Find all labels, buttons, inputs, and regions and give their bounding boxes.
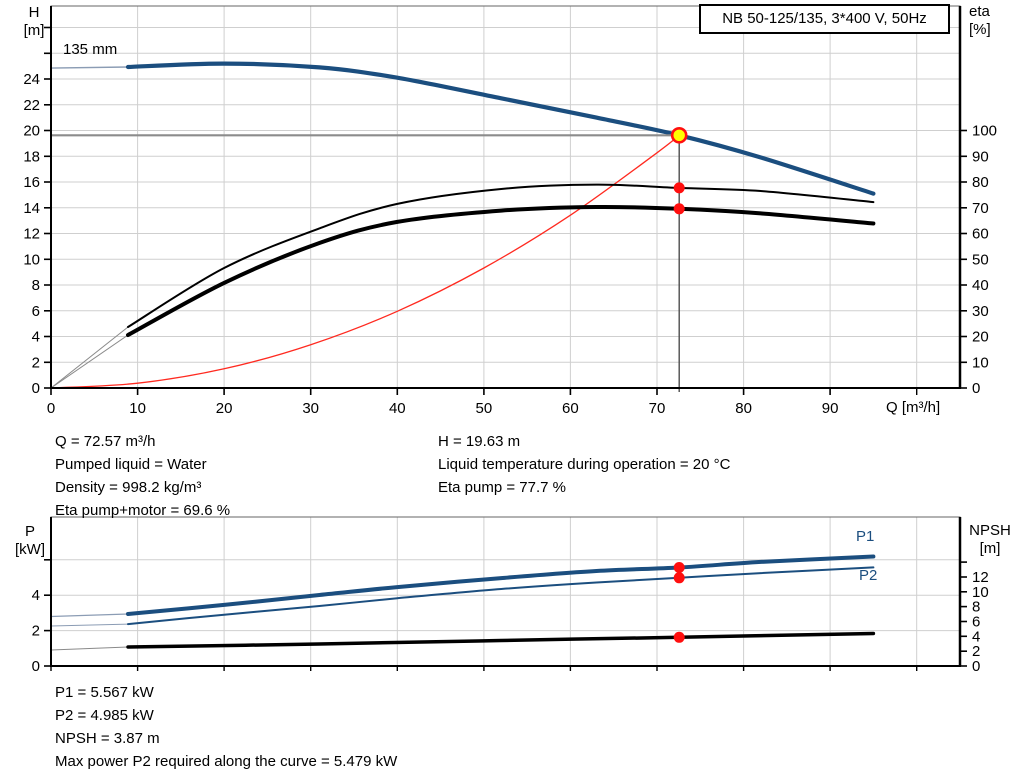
info-line-p2: P2 = 4.985 kW bbox=[55, 707, 154, 724]
tick-label-right: 90 bbox=[972, 148, 989, 165]
duty-dot-marker bbox=[673, 182, 685, 194]
tick-label-bottom: 70 bbox=[649, 400, 666, 417]
tick-label-left: 14 bbox=[23, 200, 40, 217]
duty-dot-marker bbox=[673, 572, 685, 584]
series-p2-extension bbox=[50, 623, 129, 627]
tick-label-right: 8 bbox=[972, 599, 980, 616]
duty-dot-marker bbox=[673, 562, 685, 573]
tick-label-left: 24 bbox=[23, 71, 40, 88]
npsh-axis-unit: [m] bbox=[979, 540, 1001, 557]
tick-label-right: 60 bbox=[972, 226, 989, 243]
tick-label-right: 10 bbox=[972, 584, 989, 601]
duty-dot-marker bbox=[673, 631, 685, 643]
tick-label-left: 12 bbox=[23, 226, 40, 243]
series-eta-pump-extension bbox=[50, 326, 129, 389]
info-line-temperature: Liquid temperature during operation = 20… bbox=[438, 456, 731, 473]
series-p1-curve bbox=[126, 554, 876, 616]
info-line-h: H = 19.63 m bbox=[438, 433, 521, 450]
info-line-p1: P1 = 5.567 kW bbox=[55, 684, 154, 701]
p-axis-unit: [kW] bbox=[15, 541, 45, 558]
upper-chart-hq-eta: 0246810121416182022240102030405060708090… bbox=[23, 5, 997, 417]
tick-label-left: 20 bbox=[23, 123, 40, 140]
tick-label-right: 4 bbox=[972, 628, 980, 645]
tick-label-left: 18 bbox=[23, 148, 40, 165]
duty-info-left-column: Q = 72.57 m³/h Pumped liquid = Water Den… bbox=[55, 430, 230, 522]
p-axis-label: P bbox=[24, 523, 35, 540]
q-axis-label: Q [m³/h] bbox=[886, 399, 941, 416]
tick-label-right: 6 bbox=[972, 614, 980, 631]
tick-label-right: 50 bbox=[972, 251, 989, 268]
tick-label-right: 12 bbox=[972, 569, 989, 586]
tick-label-left: 10 bbox=[23, 251, 40, 268]
p2-curve-label: P2 bbox=[859, 567, 878, 584]
duty-dot-marker bbox=[673, 203, 685, 215]
tick-label-right: 100 bbox=[972, 123, 997, 140]
tick-label-right: 40 bbox=[972, 277, 989, 294]
tick-label-left: 0 bbox=[32, 658, 40, 675]
series-system-curve bbox=[50, 134, 680, 389]
npsh-axis-label: NPSH bbox=[969, 522, 1011, 539]
tick-label-right: 30 bbox=[972, 303, 989, 320]
tick-label-left: 0 bbox=[32, 380, 40, 397]
eta-axis-unit: [%] bbox=[969, 21, 991, 38]
duty-info-right-column: H = 19.63 m Liquid temperature during op… bbox=[438, 430, 730, 499]
series-p1-extension bbox=[50, 613, 129, 618]
series-eta-pump bbox=[127, 183, 875, 328]
tick-label-bottom: 10 bbox=[129, 400, 146, 417]
tick-label-bottom: 80 bbox=[735, 400, 752, 417]
tick-label-right: 20 bbox=[972, 329, 989, 346]
tick-label-left: 4 bbox=[32, 329, 40, 346]
tick-label-bottom: 90 bbox=[822, 400, 839, 417]
tick-label-bottom: 40 bbox=[389, 400, 406, 417]
tick-label-left: 6 bbox=[32, 303, 40, 320]
h-axis-label: H bbox=[28, 4, 40, 21]
duty-point-marker bbox=[670, 127, 688, 144]
info-line-npsh: NPSH = 3.87 m bbox=[55, 730, 160, 747]
tick-label-right: 0 bbox=[972, 658, 980, 675]
tick-label-left: 4 bbox=[32, 587, 40, 604]
tick-label-left: 8 bbox=[32, 277, 40, 294]
h-axis-unit: [m] bbox=[23, 22, 45, 39]
series-eta-pump-motor-extension bbox=[50, 334, 129, 389]
pump-title-box: NB 50-125/135, 3*400 V, 50Hz bbox=[699, 4, 950, 34]
tick-label-right: 2 bbox=[972, 643, 980, 660]
tick-label-bottom: 50 bbox=[476, 400, 493, 417]
tick-label-right: 80 bbox=[972, 174, 989, 191]
series-npsh-curve bbox=[126, 631, 876, 649]
info-line-liquid: Pumped liquid = Water bbox=[55, 456, 207, 473]
tick-label-bottom: 30 bbox=[302, 400, 319, 417]
info-line-max-p2: Max power P2 required along the curve = … bbox=[55, 753, 398, 770]
series-h-curve-135mm bbox=[125, 61, 876, 196]
tick-label-right: 70 bbox=[972, 200, 989, 217]
info-line-q: Q = 72.57 m³/h bbox=[55, 433, 156, 450]
series-p2-curve bbox=[127, 566, 875, 626]
tick-label-left: 16 bbox=[23, 174, 40, 191]
plot-border bbox=[50, 516, 961, 667]
tick-label-bottom: 60 bbox=[562, 400, 579, 417]
tick-label-left: 22 bbox=[23, 97, 40, 114]
tick-label-bottom: 20 bbox=[216, 400, 233, 417]
impeller-diameter-label: 135 mm bbox=[63, 41, 118, 58]
tick-label-right: 10 bbox=[972, 354, 989, 371]
eta-axis-label: eta bbox=[969, 3, 990, 20]
tick-label-bottom: 0 bbox=[47, 400, 55, 417]
series-eta-pump-motor bbox=[126, 204, 876, 337]
series-npsh-extension bbox=[50, 646, 129, 651]
tick-label-right: 0 bbox=[972, 380, 980, 397]
tick-label-left: 2 bbox=[32, 354, 40, 371]
info-line-density: Density = 998.2 kg/m³ bbox=[55, 479, 202, 496]
info-line-eta-pump: Eta pump = 77.7 % bbox=[438, 479, 566, 496]
power-info-block: P1 = 5.567 kW P2 = 4.985 kW NPSH = 3.87 … bbox=[55, 681, 397, 773]
tick-label-left: 2 bbox=[32, 623, 40, 640]
series-h-curve-extension bbox=[50, 66, 129, 69]
p1-curve-label: P1 bbox=[856, 528, 875, 545]
info-line-eta-total: Eta pump+motor = 69.6 % bbox=[55, 502, 231, 519]
